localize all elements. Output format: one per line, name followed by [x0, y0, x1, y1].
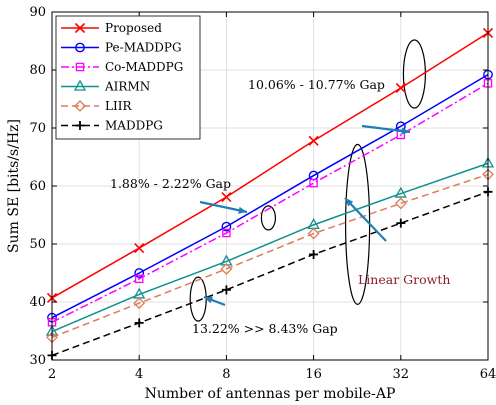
- data-point: [396, 218, 406, 228]
- data-point: [309, 178, 318, 188]
- series-line: [51, 32, 489, 299]
- legend-item: AIRMN: [61, 80, 150, 94]
- data-point: [134, 242, 145, 254]
- series-line: [51, 82, 489, 323]
- y-tick-label: 40: [29, 295, 46, 310]
- data-point: [221, 191, 232, 203]
- legend-marker: [73, 79, 87, 91]
- x-tick-label: 16: [305, 367, 322, 382]
- annotation-label: 10.06% - 10.77% Gap: [248, 77, 385, 92]
- legend-marker: [74, 22, 86, 34]
- data-point: [220, 254, 233, 266]
- series-line: [51, 173, 489, 339]
- y-tick-label: 70: [29, 121, 46, 136]
- legend-item: LIIR: [61, 99, 132, 113]
- gap-ellipse-low: [189, 276, 207, 322]
- data-point: [394, 197, 407, 210]
- x-tick-label: 4: [135, 367, 143, 382]
- x-tick-label: 32: [393, 367, 410, 382]
- gap-ellipse-mid: [260, 205, 276, 231]
- data-point: [395, 82, 406, 94]
- series-proposed: [46, 27, 494, 304]
- legend-label: LIIR: [105, 99, 132, 113]
- annotation-label: 13.22% >> 8.43% Gap: [192, 321, 338, 336]
- y-tick-label: 30: [29, 353, 46, 368]
- data-point: [134, 274, 144, 284]
- gap-ellipse-high: [402, 39, 426, 109]
- arrow-high-gap-head: [401, 127, 410, 135]
- data-point: [221, 285, 231, 295]
- arrow-linear-growth: [344, 197, 387, 242]
- legend-label: AIRMN: [104, 80, 150, 94]
- annotation-label: Linear Growth: [358, 272, 450, 287]
- legend-label: Co-MADDPG: [105, 60, 183, 74]
- y-tick-label: 90: [29, 5, 46, 20]
- data-point: [134, 268, 145, 278]
- data-point: [221, 221, 232, 232]
- data-point: [307, 227, 320, 240]
- data-point: [222, 228, 231, 238]
- x-axis-label: Number of antennas per mobile-AP: [145, 386, 396, 402]
- annotation-arrows: [199, 124, 411, 307]
- y-tick-label: 50: [29, 237, 46, 252]
- legend-item: Proposed: [61, 21, 162, 35]
- legend-marker: [75, 121, 85, 130]
- arrow-low-gap-head: [204, 296, 213, 304]
- legend-item: MADDPG: [61, 119, 163, 133]
- series-liir: [46, 168, 494, 344]
- data-point: [134, 318, 144, 328]
- data-point: [220, 263, 233, 275]
- series-lines: [45, 27, 495, 360]
- data-point: [309, 249, 319, 259]
- legend-label: Pe-MADDPG: [105, 41, 182, 55]
- y-tick-label: 60: [29, 179, 46, 194]
- legend-label: Proposed: [105, 21, 162, 35]
- annotations: 10.06% - 10.77% Gap 1.88% - 2.22% Gap Line…: [110, 77, 450, 336]
- y-tick-label: 80: [29, 63, 46, 78]
- legend-marker: [75, 62, 85, 72]
- series-line: [51, 73, 489, 319]
- series-line: [51, 162, 489, 333]
- arrow-mid-gap-head: [238, 206, 247, 214]
- x-tick-label: 8: [222, 367, 230, 382]
- x-tick-label: 64: [480, 367, 496, 382]
- legend-label: MADDPG: [105, 119, 163, 133]
- x-tick-label: 2: [48, 367, 56, 382]
- legend-marker: [75, 42, 85, 53]
- legend-item: Pe-MADDPG: [61, 41, 182, 55]
- arrow-linear-growth-head: [345, 198, 354, 207]
- legend: Proposed Pe-MADDPG Co-MADDPG AIRMN LIIR MADDP…: [55, 15, 201, 140]
- axis-ticks: 30 40 50 60 70 80 90 2 4 8 16 32 64: [29, 5, 496, 382]
- series-line: [51, 191, 489, 357]
- y-axis-label: Sum SE [bits/s/Hz]: [6, 119, 22, 253]
- legend-item: Co-MADDPG: [61, 60, 183, 74]
- legend-box: [55, 15, 201, 140]
- data-point: [394, 186, 407, 198]
- legend-marker: [74, 100, 86, 112]
- annotation-label: 1.88% - 2.22% Gap: [110, 176, 231, 191]
- data-point: [133, 297, 146, 310]
- data-point: [308, 135, 319, 146]
